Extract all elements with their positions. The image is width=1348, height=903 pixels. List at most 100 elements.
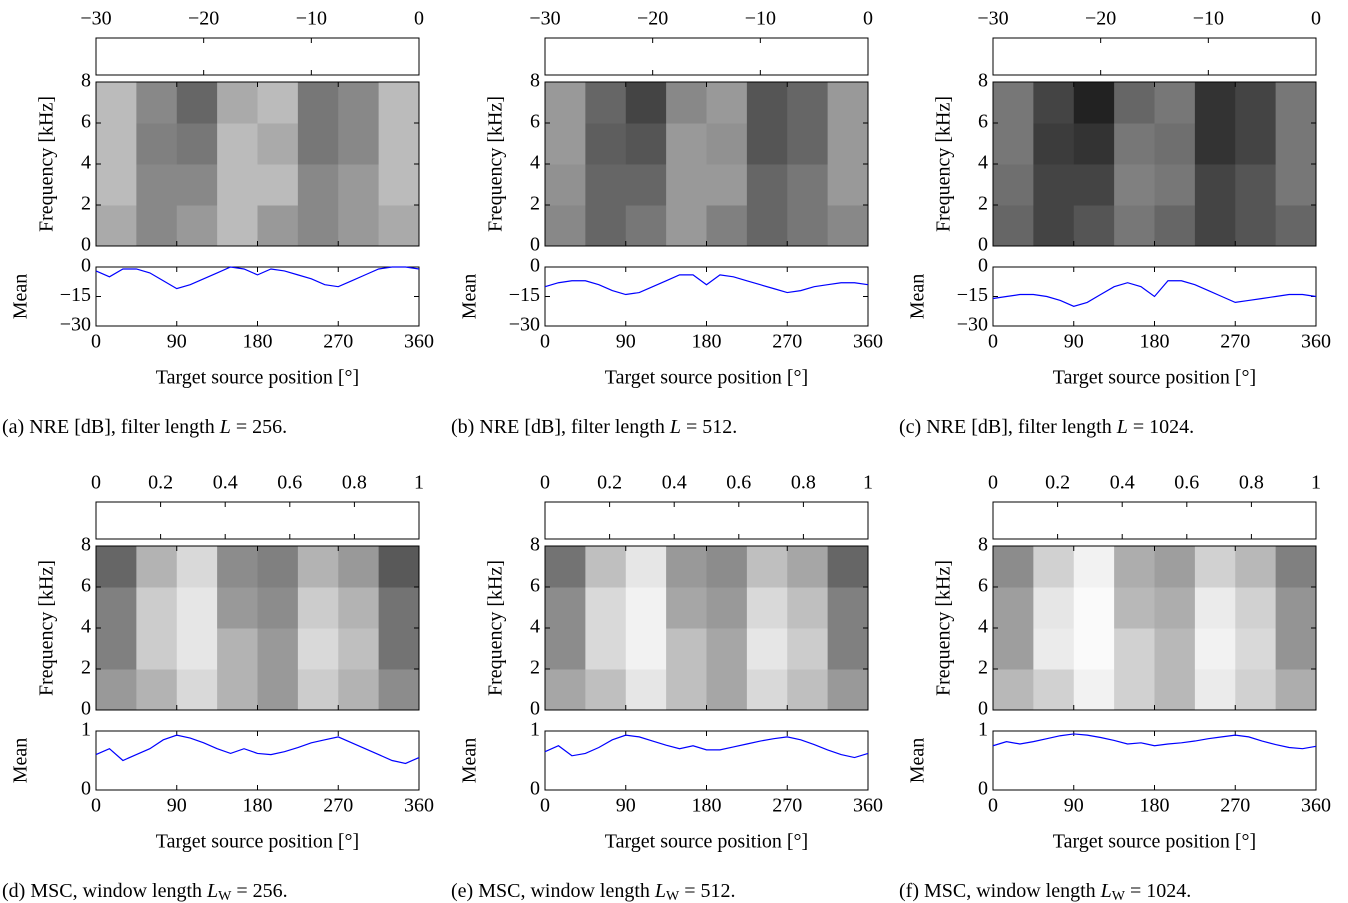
caption-part: = 256. — [231, 880, 287, 902]
colorbar-tick-label: 0.4 — [1110, 472, 1135, 494]
heatmap-cell — [706, 164, 748, 206]
heatmap-cell — [378, 82, 420, 124]
heatmap-cell — [1033, 164, 1075, 206]
caption-part: W — [1112, 889, 1126, 903]
heatmap-cell — [338, 546, 380, 588]
heatmap-cell — [1275, 123, 1317, 165]
heatmap-cell — [338, 164, 380, 206]
heatmap-cell — [746, 628, 788, 670]
mean-y-tick-label: 0 — [81, 255, 91, 277]
caption-part: (e) MSC, window length — [451, 880, 655, 902]
heatmap-cell — [257, 82, 299, 124]
heatmap-cell — [585, 164, 627, 206]
heatmap-cell — [1235, 546, 1277, 588]
y-tick-label: 4 — [530, 152, 540, 174]
heatmap-cell — [666, 205, 707, 247]
heatmap-cell — [706, 546, 748, 588]
colorbar-tick-label: 0 — [1311, 8, 1321, 30]
heatmap-cell — [1033, 205, 1075, 247]
mean-line — [992, 733, 1317, 750]
heatmap-cell — [338, 669, 380, 711]
heatmap-cell — [666, 628, 707, 670]
x-tick-label: 0 — [988, 795, 998, 817]
heatmap-cell — [136, 164, 178, 206]
x-tick-label: 0 — [988, 331, 998, 353]
colorbar-tick-label: 1 — [863, 472, 873, 494]
heatmap-cell — [787, 82, 829, 124]
mean-frame — [95, 730, 420, 791]
heatmap-cell — [1194, 546, 1236, 588]
heatmap-cell — [1033, 82, 1075, 124]
heatmap-cell — [1073, 205, 1115, 247]
heatmap-cell — [625, 628, 667, 670]
x-tick-label: 90 — [1064, 795, 1084, 817]
y-axis-label: Frequency [kHz] — [933, 96, 955, 232]
mean-y-tick-label: −15 — [60, 284, 91, 306]
heatmap-cell — [1114, 164, 1155, 206]
heatmap-cell — [1235, 669, 1277, 711]
heatmap-cell — [625, 123, 667, 165]
heatmap-cell — [297, 205, 339, 247]
heatmap-cell — [787, 669, 829, 711]
heatmap-cell — [666, 669, 707, 711]
y-tick-label: 4 — [81, 616, 91, 638]
heatmap-cell — [545, 546, 586, 588]
mean-y-tick-label: 1 — [81, 719, 91, 741]
heatmap-cell — [297, 587, 339, 629]
x-tick-label: 270 — [772, 331, 802, 353]
colorbar-tick-label: 0 — [988, 472, 998, 494]
heatmap-cell — [1114, 628, 1155, 670]
heatmap-cell — [827, 82, 869, 124]
x-tick-label: 0 — [91, 795, 101, 817]
y-tick-label: 6 — [978, 575, 988, 597]
heatmap-cell — [217, 164, 258, 206]
y-axis-label: Frequency [kHz] — [485, 560, 507, 696]
colorbar-tick-label: 0 — [863, 8, 873, 30]
heatmap-cell — [1275, 669, 1317, 711]
y-axis-label: Frequency [kHz] — [36, 560, 58, 696]
heatmap-cell — [746, 82, 788, 124]
x-tick-label: 360 — [1301, 331, 1331, 353]
heatmap-cell — [545, 123, 586, 165]
heatmap-cell — [706, 205, 748, 247]
x-tick-label: 90 — [1064, 331, 1084, 353]
heatmap-cell — [1114, 587, 1155, 629]
mean-y-label: Mean — [907, 274, 929, 320]
heatmap-cell — [96, 546, 137, 588]
heatmap-cell — [96, 123, 137, 165]
heatmap-cell — [176, 669, 218, 711]
colorbar-tick-label: 1 — [1311, 472, 1321, 494]
colorbar-tick-label: −10 — [1193, 8, 1224, 30]
heatmap-cell — [378, 123, 420, 165]
y-tick-label: 0 — [81, 698, 91, 720]
x-tick-label: 90 — [616, 795, 636, 817]
colorbar-tick-label: 0.6 — [1174, 472, 1199, 494]
x-tick-label: 180 — [1140, 331, 1170, 353]
heatmap-cell — [136, 587, 178, 629]
x-tick-label: 90 — [616, 331, 636, 353]
y-tick-label: 0 — [530, 234, 540, 256]
heatmap-cell — [827, 628, 869, 670]
heatmap-cell — [378, 628, 420, 670]
heatmap-cell — [746, 587, 788, 629]
heatmap-cell — [136, 205, 178, 247]
heatmap-cell — [827, 123, 869, 165]
heatmap-cell — [625, 546, 667, 588]
colorbar-tick-label: 0.2 — [1045, 472, 1070, 494]
colorbar-tick-label: −30 — [529, 8, 560, 30]
heatmap-cell — [746, 123, 788, 165]
heatmap-cell — [993, 587, 1034, 629]
heatmap-cell — [585, 123, 627, 165]
heatmap-cell — [96, 205, 137, 247]
caption-part: = 512. — [679, 880, 735, 902]
y-tick-label: 8 — [978, 70, 988, 92]
caption-part: = 1024. — [1128, 416, 1194, 438]
heatmap-cell — [257, 628, 299, 670]
y-tick-label: 8 — [978, 534, 988, 556]
heatmap-cell — [666, 546, 707, 588]
heatmap-cell — [1114, 669, 1155, 711]
y-tick-label: 0 — [978, 698, 988, 720]
heatmap-cell — [787, 164, 829, 206]
heatmap-cell — [746, 205, 788, 247]
